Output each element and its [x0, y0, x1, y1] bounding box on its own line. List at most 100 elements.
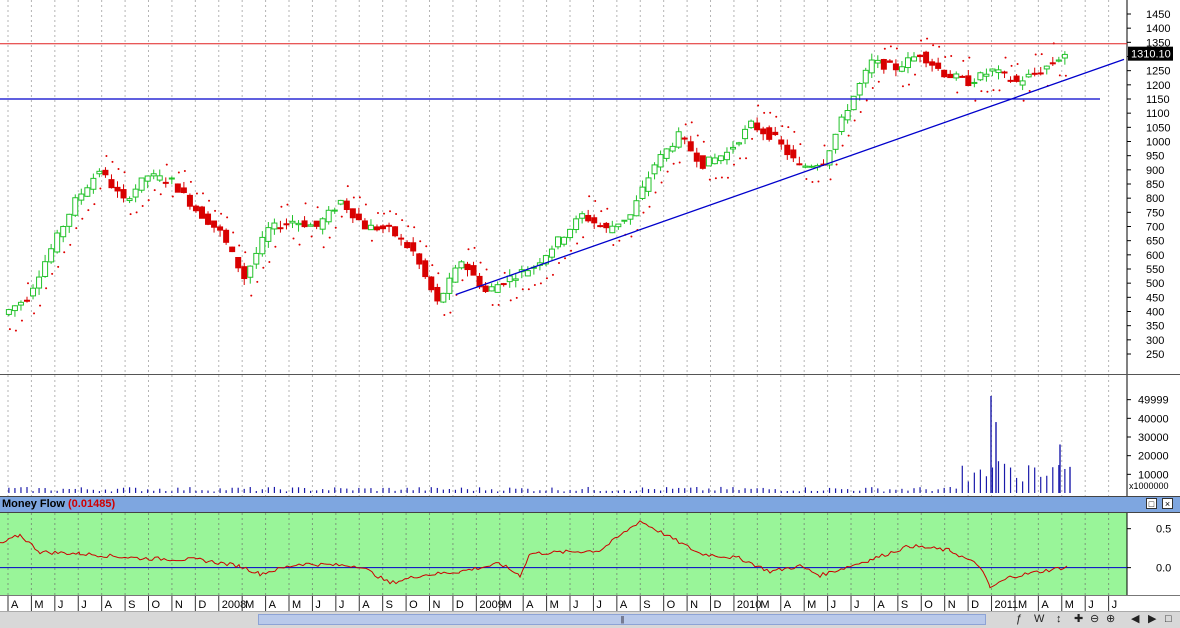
candle-body	[36, 276, 43, 289]
candle-body	[904, 57, 911, 69]
volume-panel[interactable]: 49999 40000 30000 20000 10000 x1000000	[0, 374, 1180, 497]
candle-body	[11, 305, 18, 312]
sar-dot	[696, 134, 699, 137]
sar-dot	[895, 47, 898, 50]
candle-body	[416, 253, 423, 265]
sar-dot	[322, 246, 325, 249]
sar-dot	[944, 56, 947, 59]
sar-dot	[708, 178, 711, 181]
price-tick-label: 1350	[1146, 37, 1170, 49]
candle-body	[464, 263, 471, 271]
zoom-in-icon[interactable]: ⊕	[1106, 613, 1116, 625]
chart-icon[interactable]: ƒ	[1016, 613, 1023, 625]
candle-body	[983, 73, 990, 77]
candle-body	[54, 232, 61, 253]
date-label: N	[175, 599, 183, 611]
w-icon[interactable]: W	[1034, 613, 1045, 625]
candle-body	[355, 213, 362, 221]
sar-dot	[503, 271, 506, 274]
candle-body	[440, 292, 447, 303]
candle-body	[180, 187, 187, 194]
updown-icon[interactable]: ↕	[1056, 613, 1062, 625]
date-label: S	[643, 599, 650, 611]
close-button[interactable]: ×	[1162, 498, 1173, 509]
sar-dot	[449, 311, 452, 314]
money-flow-title: Money Flow (0.01485)	[2, 498, 115, 510]
sar-dot	[117, 168, 120, 171]
volume-tick-label: 49999	[1138, 395, 1169, 407]
sar-dot	[304, 202, 307, 205]
sar-dot	[26, 282, 29, 285]
date-label: J	[596, 599, 602, 611]
volume-plot-area	[0, 375, 1127, 497]
date-label: J	[81, 599, 87, 611]
candle-body	[609, 225, 616, 234]
price-tick-label: 900	[1146, 165, 1164, 177]
sar-dot	[612, 244, 615, 247]
candle-body	[1061, 53, 1068, 59]
candle-body	[84, 187, 91, 197]
sar-dot	[980, 90, 983, 93]
candle-body	[687, 141, 694, 152]
sar-dot	[389, 210, 392, 213]
sar-dot	[99, 187, 102, 190]
date-label: M	[550, 599, 559, 611]
date-label: O	[409, 599, 418, 611]
sar-dot	[932, 44, 935, 47]
money-flow-value: (0.01485)	[68, 498, 116, 510]
candle-body	[579, 213, 586, 219]
money-flow-tick-label: 0.5	[1156, 524, 1171, 536]
maximize-button[interactable]: □	[1146, 498, 1157, 509]
candle-body	[446, 277, 453, 294]
candle-body	[186, 194, 193, 207]
candle-body	[1049, 62, 1056, 65]
volume-tick-label: 10000	[1138, 469, 1169, 481]
date-label: J	[315, 599, 321, 611]
sar-dot	[177, 171, 180, 174]
sar-dot	[364, 203, 367, 206]
money-flow-panel[interactable]: 0.5 0.0	[0, 513, 1180, 595]
horizontal-scrollbar[interactable]: |||	[258, 614, 986, 625]
sar-dot	[787, 126, 790, 129]
candle-body	[392, 226, 399, 237]
price-panel[interactable]: 1450140013501300125012001150110010501000…	[0, 0, 1180, 374]
move-icon[interactable]: ✚	[1074, 613, 1084, 625]
price-tick-label: 450	[1146, 292, 1164, 304]
volume-tick-label: 40000	[1138, 413, 1169, 425]
candle-body	[500, 283, 507, 286]
sar-dot	[292, 237, 295, 240]
candle-body	[313, 220, 320, 227]
sar-dot	[334, 226, 337, 229]
sar-dot	[865, 99, 868, 102]
candle-body	[458, 261, 465, 269]
sar-dot	[1004, 56, 1007, 59]
zoom-out-icon[interactable]: ⊖	[1090, 613, 1100, 625]
candle-body	[229, 246, 236, 253]
sar-dot	[600, 210, 603, 213]
date-label: A	[877, 599, 885, 611]
sar-dot	[938, 45, 941, 48]
price-tick-label: 550	[1146, 264, 1164, 276]
candle-body	[742, 128, 749, 140]
sar-dot	[926, 37, 929, 40]
sar-dot	[57, 265, 60, 268]
sar-dot	[877, 80, 880, 83]
candle-body	[96, 170, 103, 175]
candle-body	[150, 173, 157, 177]
sar-dot	[87, 209, 90, 212]
candle-body	[72, 197, 79, 216]
sar-dot	[956, 91, 959, 94]
candle-body	[832, 133, 839, 150]
sar-dot	[340, 215, 343, 218]
stop-icon[interactable]: □	[1165, 613, 1172, 625]
price-tick-label: 1100	[1146, 108, 1170, 120]
money-flow-label: Money Flow	[2, 498, 65, 510]
candle-body	[361, 220, 368, 230]
left-icon[interactable]: ◀	[1131, 613, 1140, 625]
candle-body	[301, 220, 308, 228]
right-icon[interactable]: ▶	[1148, 613, 1157, 625]
candle-body	[283, 223, 290, 226]
money-flow-axis-area	[1127, 513, 1180, 595]
sar-dot	[8, 328, 11, 331]
